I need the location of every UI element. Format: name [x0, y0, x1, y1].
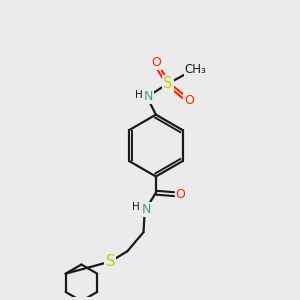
Text: O: O — [184, 94, 194, 107]
Text: O: O — [176, 188, 186, 201]
Text: S: S — [163, 76, 172, 91]
Text: N: N — [142, 203, 151, 216]
Text: O: O — [151, 56, 161, 69]
Text: CH₃: CH₃ — [185, 63, 206, 76]
Text: S: S — [106, 254, 115, 269]
Text: H: H — [135, 90, 143, 100]
Text: N: N — [144, 91, 153, 103]
Text: H: H — [132, 202, 140, 212]
